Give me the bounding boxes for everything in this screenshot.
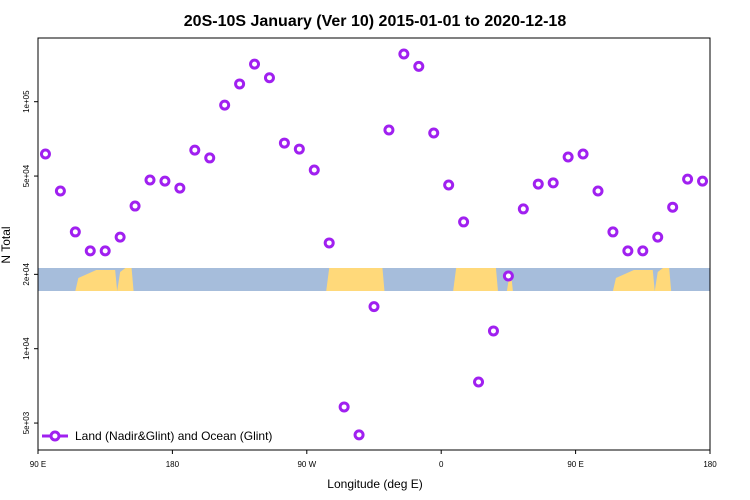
y-tick-label: 2e+04: [22, 263, 31, 286]
data-point: [189, 144, 201, 156]
data-point: [413, 60, 425, 72]
data-point: [159, 175, 171, 187]
x-tick-label: 90 W: [297, 460, 316, 469]
land-region: [612, 270, 655, 291]
chart-title: 20S-10S January (Ver 10) 2015-01-01 to 2…: [184, 13, 567, 30]
data-point: [398, 48, 410, 60]
data-point: [458, 216, 470, 228]
x-tick-label: 90 E: [30, 460, 46, 469]
data-point: [234, 78, 246, 90]
data-point: [383, 124, 395, 136]
data-point: [54, 185, 66, 197]
land-region: [453, 268, 498, 291]
legend-marker: [49, 430, 61, 442]
y-axis: 5e+03 1e+04 2e+04 5e+04 1e+05: [22, 90, 38, 434]
data-point: [174, 182, 186, 194]
land-region: [117, 268, 134, 291]
y-tick-label: 5e+04: [22, 164, 31, 187]
data-point: [577, 148, 589, 160]
data-point: [129, 200, 141, 212]
data-point: [219, 99, 231, 111]
data-point: [697, 175, 709, 187]
data-point: [652, 231, 664, 243]
data-point: [532, 178, 544, 190]
data-point: [667, 201, 679, 213]
y-tick-label: 1e+04: [22, 337, 31, 360]
data-point: [368, 301, 380, 313]
background-map: [38, 268, 710, 291]
data-point: [637, 245, 649, 257]
land-region: [75, 270, 118, 291]
legend: Land (Nadir&Glint) and Ocean (Glint): [42, 429, 272, 443]
land-region: [506, 272, 513, 291]
data-point: [338, 401, 350, 413]
data-point: [263, 72, 275, 84]
data-point: [204, 152, 216, 164]
data-point: [308, 164, 320, 176]
data-point: [39, 148, 51, 160]
data-point: [517, 203, 529, 215]
x-tick-label: 90 E: [567, 460, 583, 469]
data-point: [323, 237, 335, 249]
data-point: [682, 173, 694, 185]
data-point: [69, 226, 81, 238]
data-point: [443, 179, 455, 191]
x-axis-label: Longitude (deg E): [327, 477, 422, 491]
data-point: [144, 174, 156, 186]
data-point: [622, 245, 634, 257]
x-axis: 90 E 180 90 W 0 90 E 180: [30, 450, 717, 469]
plot-frame: [37, 37, 711, 451]
data-point: [293, 143, 305, 155]
data-points: [39, 48, 709, 441]
data-point: [547, 177, 559, 189]
data-point: [607, 226, 619, 238]
x-tick-label: 180: [166, 460, 180, 469]
data-point: [473, 376, 485, 388]
data-point: [114, 231, 126, 243]
x-tick-label: 180: [703, 460, 717, 469]
x-tick-label: 0: [439, 460, 444, 469]
y-tick-label: 1e+05: [22, 90, 31, 113]
data-point: [278, 137, 290, 149]
data-point: [353, 429, 365, 441]
data-point: [249, 58, 261, 70]
data-point: [562, 151, 574, 163]
data-point: [487, 325, 499, 337]
data-point: [99, 245, 111, 257]
land-region: [326, 268, 385, 291]
y-axis-label: N Total: [0, 226, 13, 263]
legend-label: Land (Nadir&Glint) and Ocean (Glint): [75, 429, 272, 443]
y-tick-label: 5e+03: [22, 411, 31, 434]
land-region: [654, 268, 672, 291]
data-point: [84, 245, 96, 257]
data-point: [592, 185, 604, 197]
data-point: [502, 270, 514, 282]
data-point: [428, 127, 440, 139]
